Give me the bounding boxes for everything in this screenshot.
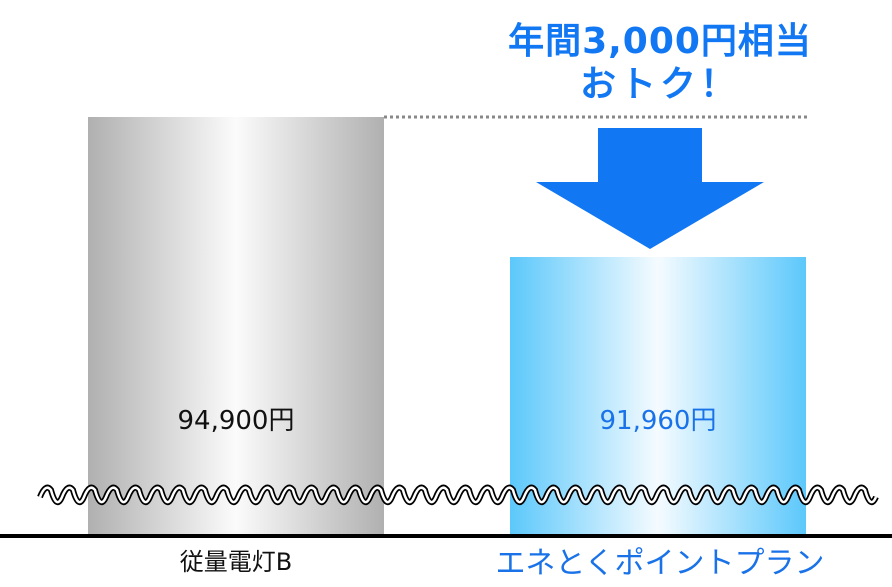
- bar-conventional: [88, 117, 384, 534]
- value-label-conventional: 94,900円: [177, 406, 295, 436]
- callout-line-2: おトク！: [579, 64, 740, 106]
- value-label-point-plan: 91,960円: [599, 406, 717, 436]
- callout-line-1: 年間3,000円相当: [508, 21, 812, 62]
- axis-break-wave-inner: [38, 486, 878, 504]
- savings-callout: 年間3,000円相当 おトク！: [480, 20, 840, 106]
- bars-group: [88, 117, 806, 534]
- down-arrow-icon: [536, 128, 764, 249]
- category-label-point-plan: エネとくポイントプラン: [495, 546, 825, 581]
- category-label-conventional: 従量電灯B: [179, 548, 293, 576]
